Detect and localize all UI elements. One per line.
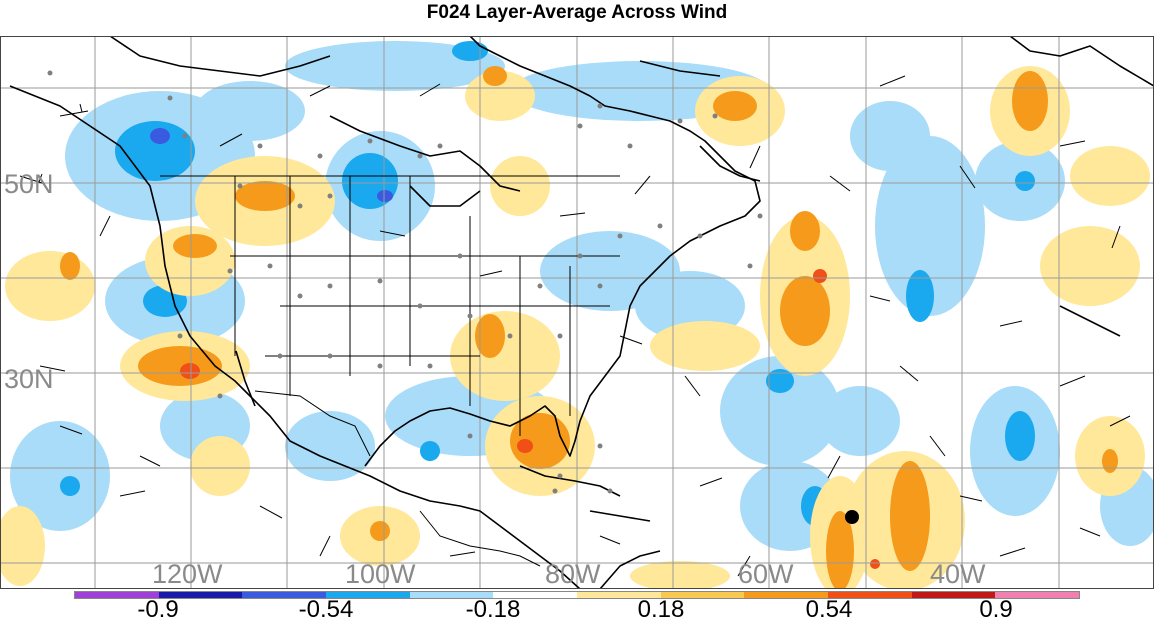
positive-shading-dark <box>180 269 880 569</box>
lat-label: 50N <box>4 169 54 199</box>
map-title: F024 Layer-Average Across Wind <box>426 2 728 23</box>
negative-shading-dark <box>150 128 393 202</box>
map-panel: 50N 30N 120W 100W 80W 60W 40W <box>0 36 1154 589</box>
colorbar-tick-label: 0.18 <box>637 596 685 623</box>
colorbar-tick-label: -0.54 <box>298 596 354 623</box>
colorbar-segment <box>828 592 912 598</box>
lon-label: 40W <box>930 559 986 589</box>
location-marker <box>845 510 859 524</box>
colorbar-tick-label: 0.9 <box>979 596 1013 623</box>
colorbar-segment <box>493 592 578 598</box>
colorbar-segment <box>995 592 1080 598</box>
colorbar <box>74 591 1080 599</box>
colorbar-segment <box>75 592 159 598</box>
colorbar-segment <box>158 592 243 598</box>
colorbar-tick-label: -0.9 <box>137 596 179 623</box>
colorbar-segment <box>744 592 829 598</box>
station-markers <box>47 70 763 494</box>
colorbar-segment <box>911 592 996 598</box>
lon-label: 60W <box>738 559 794 589</box>
colorbar-segment <box>326 592 410 598</box>
colorbar-segment <box>577 592 661 598</box>
colorbar-tick-label: -0.18 <box>465 596 521 623</box>
lat-label: 30N <box>4 364 54 394</box>
lon-label: 100W <box>345 559 416 589</box>
colorbar-tick-label: 0.54 <box>805 596 853 623</box>
wind-barbs <box>19 75 1131 577</box>
coastlines <box>9 36 1154 589</box>
positive-shading-strong <box>60 66 1118 589</box>
lon-label: 120W <box>152 559 223 589</box>
colorbar-segment <box>409 592 494 598</box>
political-borders <box>160 175 620 567</box>
lon-label: 80W <box>545 559 601 589</box>
colorbar-segment <box>242 592 327 598</box>
colorbar-segment <box>660 592 745 598</box>
